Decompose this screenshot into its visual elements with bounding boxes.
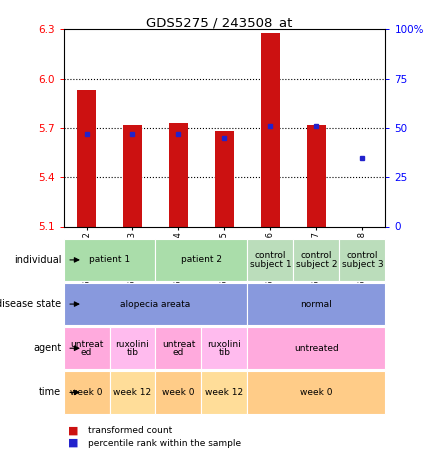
Text: untreat
ed: untreat ed	[162, 340, 195, 357]
Text: patient 1: patient 1	[89, 255, 130, 265]
Bar	[339, 239, 385, 281]
Bar	[201, 371, 247, 414]
Text: week 0: week 0	[300, 388, 333, 397]
Text: week 0: week 0	[162, 388, 195, 397]
Bar	[64, 327, 110, 370]
Bar	[307, 125, 325, 226]
Bar	[293, 239, 339, 281]
Text: ■: ■	[68, 426, 78, 436]
Text: control
subject 3: control subject 3	[342, 251, 383, 269]
Text: agent: agent	[33, 343, 61, 353]
Text: control
subject 2: control subject 2	[296, 251, 337, 269]
Text: ruxolini
tib: ruxolini tib	[116, 340, 149, 357]
Text: patient 2: patient 2	[181, 255, 222, 265]
Bar	[110, 371, 155, 414]
Bar	[124, 125, 141, 226]
Bar	[247, 239, 293, 281]
Bar	[64, 371, 110, 414]
Text: untreat
ed: untreat ed	[70, 340, 103, 357]
Text: week 12: week 12	[113, 388, 152, 397]
Bar	[155, 371, 201, 414]
Text: week 0: week 0	[70, 388, 103, 397]
Bar	[261, 33, 279, 226]
Bar	[110, 327, 155, 370]
Text: alopecia areata: alopecia areata	[120, 299, 191, 308]
Text: disease state: disease state	[0, 299, 61, 309]
Text: transformed count: transformed count	[88, 426, 172, 435]
Bar	[169, 123, 187, 226]
Text: time: time	[39, 387, 61, 397]
Bar	[64, 239, 155, 281]
Text: control
subject 1: control subject 1	[250, 251, 291, 269]
Text: ■: ■	[68, 438, 78, 448]
Text: individual: individual	[14, 255, 61, 265]
Bar	[64, 283, 247, 325]
Bar	[247, 327, 385, 370]
Text: untreated: untreated	[294, 344, 339, 353]
Bar	[201, 327, 247, 370]
Text: percentile rank within the sample: percentile rank within the sample	[88, 439, 241, 448]
Bar	[215, 131, 233, 226]
Bar	[247, 283, 385, 325]
Text: week 12: week 12	[205, 388, 244, 397]
Bar	[77, 90, 95, 226]
Bar	[247, 371, 385, 414]
Text: GDS5275 / 243508_at: GDS5275 / 243508_at	[146, 16, 292, 29]
Bar	[155, 327, 201, 370]
Bar	[155, 239, 247, 281]
Text: ruxolini
tib: ruxolini tib	[208, 340, 241, 357]
Text: normal: normal	[300, 299, 332, 308]
